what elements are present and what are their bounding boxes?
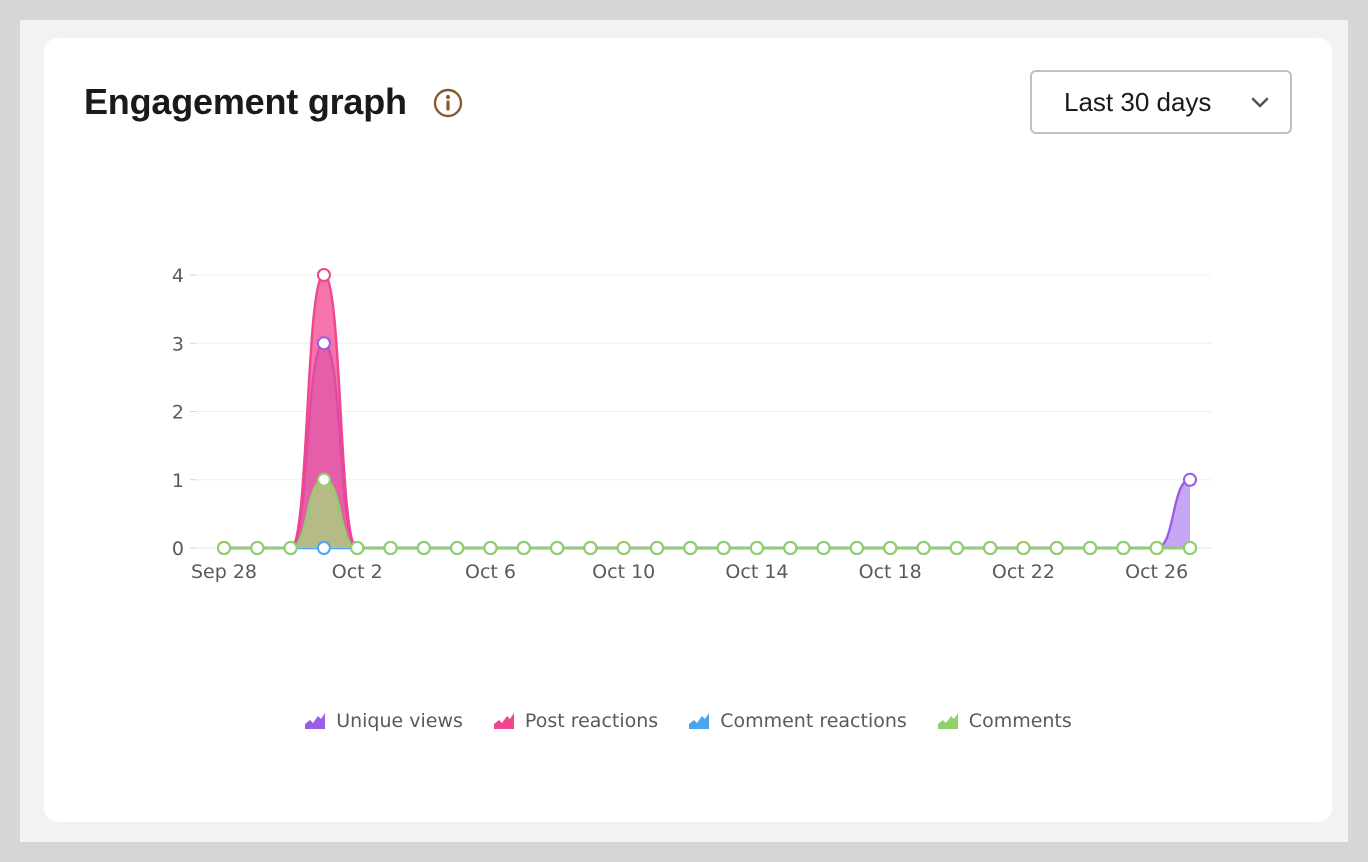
- comments-area: [224, 479, 1190, 548]
- chart-legend: Unique views Post reactions Comment reacti…: [44, 710, 1332, 732]
- comments-point: [316, 472, 331, 487]
- comments-point: [616, 541, 631, 555]
- legend-item[interactable]: Comments: [937, 710, 1072, 732]
- legend-label: Post reactions: [524, 710, 659, 732]
- legend-item[interactable]: Comment reactions: [688, 710, 907, 732]
- comments-point: [749, 541, 764, 555]
- comments-point: [1183, 541, 1197, 555]
- x-tick-label: Oct 14: [725, 561, 788, 583]
- comments-point: [816, 541, 831, 555]
- comments-point: [1116, 541, 1131, 555]
- y-tick-label: 3: [172, 333, 184, 355]
- area-chart-icon: [305, 713, 326, 729]
- comments-point: [383, 541, 398, 555]
- comments-point: [483, 541, 498, 555]
- comments-line: [224, 478, 1190, 550]
- y-tick-label: 4: [172, 265, 184, 287]
- comments-point: [583, 541, 598, 555]
- info-circle-icon[interactable]: [433, 88, 463, 118]
- legend-label: Unique views: [336, 710, 463, 732]
- comments-point: [550, 541, 565, 555]
- comments-point: [416, 541, 431, 555]
- unique-views-area: [224, 343, 1190, 548]
- comments-point: [250, 541, 265, 555]
- comments-point: [1149, 541, 1164, 555]
- comments-point: [916, 541, 931, 555]
- legend-item[interactable]: Unique views: [304, 710, 463, 732]
- y-tick-label: 1: [172, 470, 184, 492]
- page-title: Engagement graph: [84, 81, 407, 122]
- x-tick-label: Oct 6: [465, 561, 516, 583]
- x-tick-label: Oct 18: [859, 561, 922, 583]
- comments-point: [450, 541, 465, 555]
- x-tick-label: Oct 2: [332, 561, 383, 583]
- area-chart-icon: [493, 713, 514, 729]
- comments-point: [650, 541, 665, 555]
- y-tick-label: 0: [172, 538, 184, 560]
- date-range-select[interactable]: Last 30 days: [1030, 70, 1292, 134]
- unique-views-line: [224, 342, 1191, 550]
- comments-point: [783, 541, 798, 555]
- x-tick-label: Sep 28: [191, 561, 257, 583]
- comments-point: [1016, 541, 1031, 555]
- comments-point: [516, 541, 531, 555]
- comments-point: [683, 541, 698, 555]
- post-reactions-point: [316, 268, 331, 282]
- comments-point: [983, 541, 998, 555]
- comments-point: [716, 541, 731, 555]
- x-tick-label: Oct 26: [1125, 561, 1188, 583]
- x-tick-label: Oct 22: [992, 561, 1055, 583]
- comments-point: [949, 541, 964, 555]
- comments-point: [283, 541, 298, 555]
- comments-point: [217, 541, 231, 555]
- date-range-label: Last 30 days: [1064, 87, 1212, 117]
- comment-reactions-point: [316, 541, 331, 555]
- unique-views-point: [316, 336, 331, 351]
- comments-point: [1049, 541, 1064, 555]
- x-tick-label: Oct 10: [592, 561, 655, 583]
- engagement-card: Engagement graph Last 30 days 0 1 2 3 4 Sep 2…: [44, 38, 1332, 822]
- comments-point: [350, 541, 365, 555]
- area-chart-icon: [937, 713, 958, 729]
- legend-label: Comments: [968, 710, 1072, 732]
- legend-label: Comment reactions: [720, 710, 907, 732]
- unique-views-point: [1183, 472, 1197, 487]
- chevron-down-icon: [1251, 97, 1269, 108]
- comments-point: [849, 541, 864, 555]
- y-tick-label: 2: [172, 402, 184, 424]
- comments-point: [883, 541, 898, 555]
- comments-point: [1083, 541, 1098, 555]
- legend-item[interactable]: Post reactions: [493, 710, 658, 732]
- engagement-chart: 0 1 2 3 4 Sep 28 Oct 2 Oct 6 Oct 10 Oct 14 Oct 18 O…: [172, 265, 1212, 583]
- area-chart-icon: [689, 713, 710, 729]
